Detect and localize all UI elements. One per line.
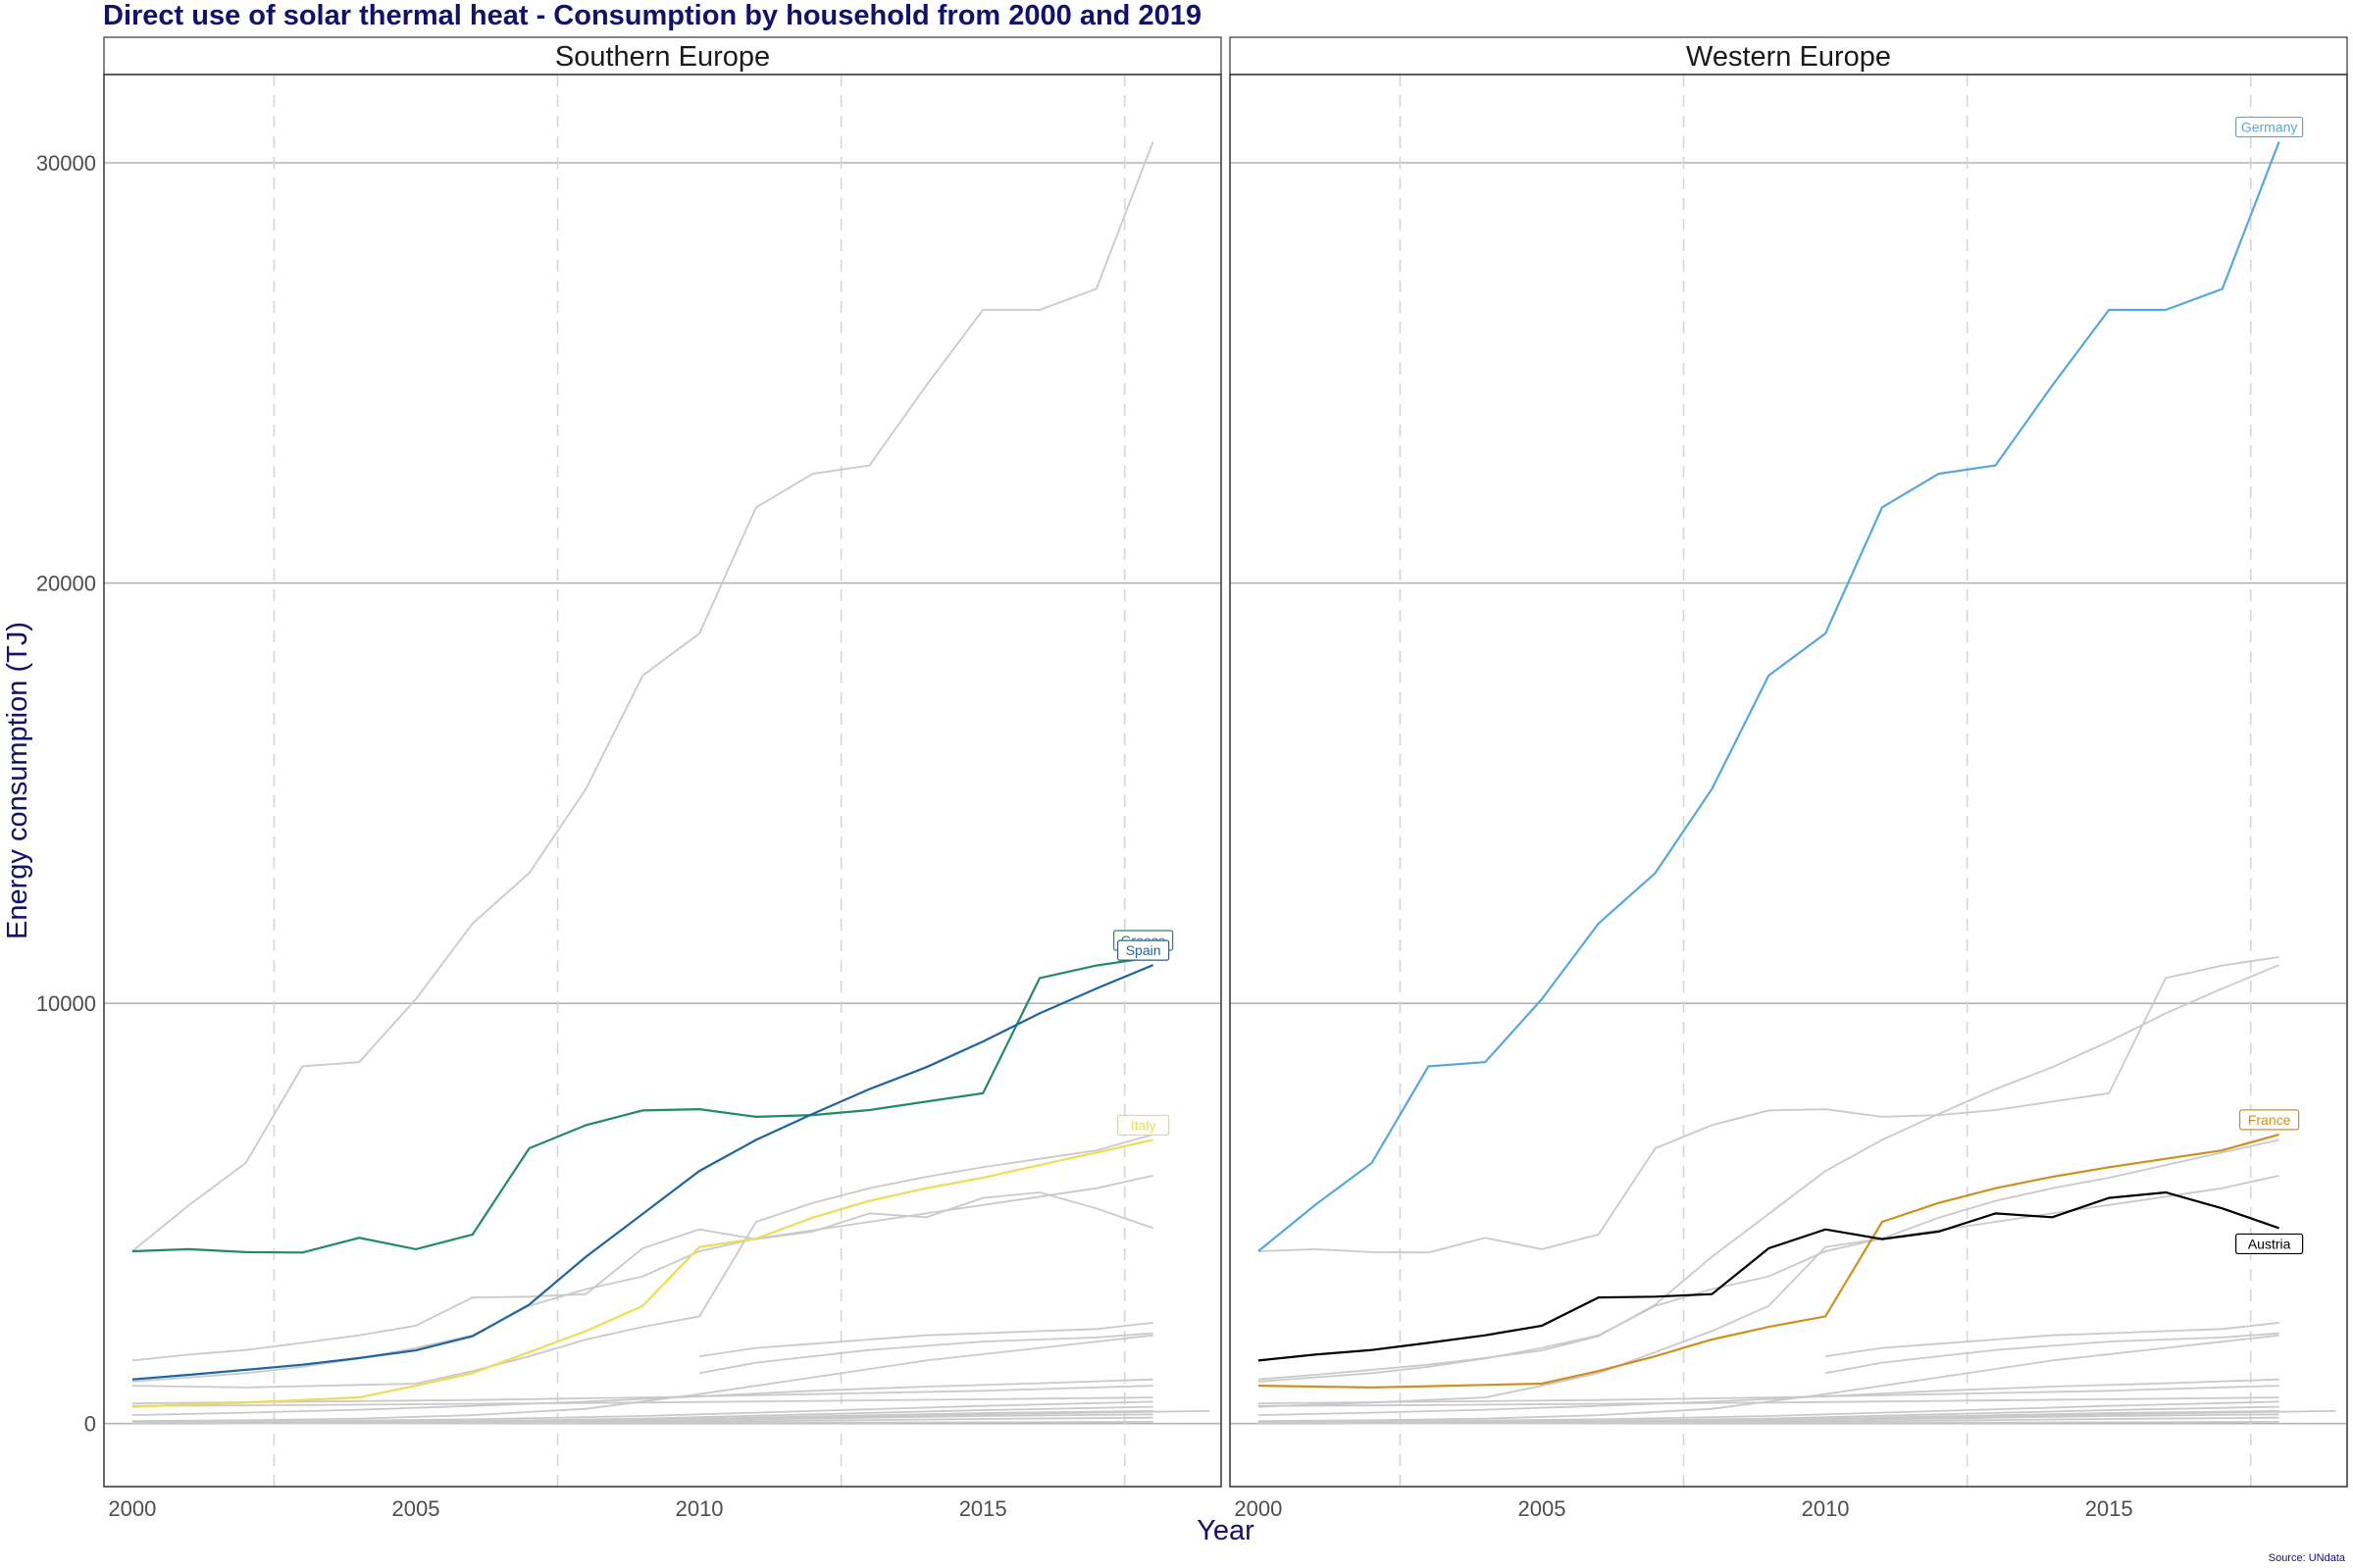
series-line-spain xyxy=(131,964,1154,1381)
series-label-box xyxy=(2235,116,2304,138)
source-caption: Source: UNdata xyxy=(2268,1552,2345,1564)
series-line-background xyxy=(698,1322,1153,1357)
y-tick-label: 0 xyxy=(84,1412,96,1437)
y-axis-title: Energy consumption (TJ) xyxy=(2,622,33,939)
facet-panel: Southern EuropeGreeceSpainItaly200020052… xyxy=(36,36,1222,1521)
x-tick-label: 2005 xyxy=(392,1496,440,1521)
series-label-germany: Germany xyxy=(2241,120,2298,135)
series-line-background xyxy=(1257,964,2279,1381)
series-label-box xyxy=(1117,939,1170,961)
x-tick-label: 2010 xyxy=(1802,1496,1850,1521)
plot-border xyxy=(1229,74,2348,1488)
series-line-austria xyxy=(1257,1190,2279,1362)
facet-strip xyxy=(103,36,1222,76)
series-line-background xyxy=(1768,1410,2336,1423)
series-line-background xyxy=(131,1334,1153,1422)
y-tick-label: 10000 xyxy=(36,991,96,1016)
x-tick-label: 2000 xyxy=(108,1496,156,1521)
x-axis-title: Year xyxy=(1197,1515,1254,1546)
series-label-box xyxy=(2239,1109,2300,1131)
plot-border xyxy=(103,74,1222,1488)
series-line-background xyxy=(1257,1175,2279,1383)
facet-strip-label: Southern Europe xyxy=(555,41,770,73)
series-line-background xyxy=(1257,1378,2279,1416)
series-label-austria: Austria xyxy=(2248,1236,2291,1251)
series-line-italy xyxy=(131,1138,1153,1408)
series-line-background xyxy=(131,1400,1153,1424)
series-line-background xyxy=(1257,956,2279,1254)
series-line-background xyxy=(642,1410,1210,1423)
x-tick-label: 2010 xyxy=(676,1496,724,1521)
series-label-france: France xyxy=(2248,1112,2291,1128)
x-tick-label: 2015 xyxy=(959,1496,1007,1521)
series-line-france xyxy=(1257,1133,2279,1390)
y-tick-label: 20000 xyxy=(36,572,96,596)
x-tick-label: 2005 xyxy=(1518,1496,1566,1521)
panels-layer: Southern EuropeGreeceSpainItaly200020052… xyxy=(36,36,2348,1521)
y-tick-label: 30000 xyxy=(36,151,96,176)
series-line-background xyxy=(698,1332,1153,1375)
panel-background xyxy=(103,36,1222,1488)
series-label-box xyxy=(1117,1114,1170,1137)
series-line-background xyxy=(131,1378,1153,1416)
series-line-background xyxy=(131,1385,1153,1404)
series-line-background xyxy=(1257,1385,2279,1404)
series-line-background xyxy=(131,1134,1153,1389)
series-line-background xyxy=(1824,1332,2279,1375)
x-tick-label: 2000 xyxy=(1234,1496,1282,1521)
series-label-box xyxy=(2235,1233,2304,1255)
facet-strip-label: Western Europe xyxy=(1686,41,1891,73)
facet-strip xyxy=(1229,36,2348,76)
chart-title: Direct use of solar thermal heat - Consu… xyxy=(103,0,1202,31)
series-line-background xyxy=(1824,1322,2279,1357)
series-line-germany xyxy=(1257,141,2280,1252)
series-line-background xyxy=(131,1421,1153,1425)
x-tick-label: 2015 xyxy=(2085,1496,2133,1521)
series-line-background xyxy=(131,1175,1153,1383)
series-label-spain: Spain xyxy=(1126,942,1161,958)
panel-background xyxy=(1229,36,2348,1488)
series-line-background xyxy=(1257,1421,2279,1425)
series-line-background xyxy=(1257,1334,2279,1422)
facet-panel: Western Europe Germany France Austria 2000 20… xyxy=(1229,36,2348,1521)
series-line-background xyxy=(131,1191,1153,1362)
series-line-background xyxy=(1257,1400,2279,1424)
series-line-background xyxy=(1257,1138,2279,1408)
series-line-background xyxy=(1257,1396,2279,1407)
series-line-greece xyxy=(131,955,1153,1254)
series-line-background xyxy=(131,1396,1153,1407)
series-label-italy: Italy xyxy=(1131,1117,1156,1133)
series-line-background xyxy=(131,141,1154,1252)
